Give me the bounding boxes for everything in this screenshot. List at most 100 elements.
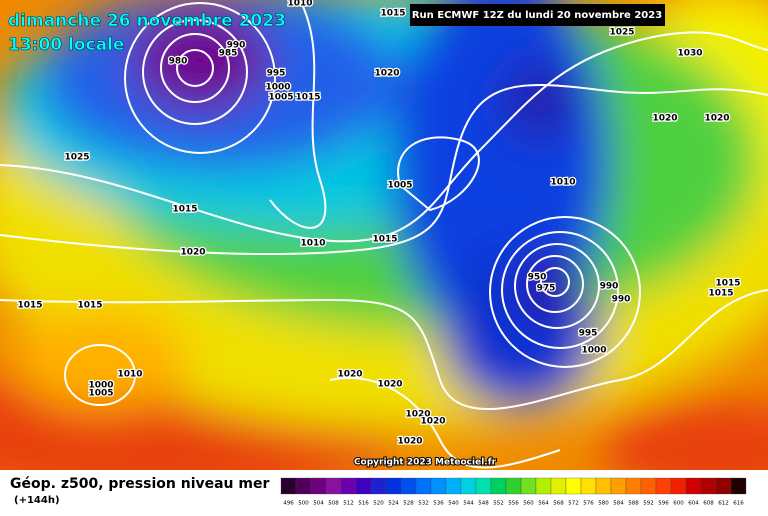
legend-swatch (355, 477, 372, 495)
legend-swatch (475, 477, 492, 495)
legend-label: 548 (478, 501, 489, 507)
legend-swatch (385, 477, 402, 495)
isobar-label: 1020 (374, 69, 399, 79)
isobar-label: 1005 (387, 181, 412, 191)
isobar-label: 995 (267, 69, 286, 79)
legend-label: 604 (688, 501, 699, 507)
legend-swatch (655, 477, 672, 495)
legend-swatch (490, 477, 507, 495)
legend-label: 540 (448, 501, 459, 507)
isobars (0, 0, 768, 469)
legend-label: 512 (343, 501, 354, 507)
isobar-label: 1020 (704, 114, 729, 124)
isobar-label: 990 (612, 295, 631, 305)
legend-label: 584 (613, 501, 624, 507)
isobar-label: 1015 (77, 301, 102, 311)
legend-label: 520 (373, 501, 384, 507)
isobar-label: 1025 (64, 153, 89, 163)
isobar-label: 1020 (377, 380, 402, 390)
legend-label: 612 (718, 501, 729, 507)
isobar-label: 1020 (405, 410, 430, 420)
isobar-label: 1010 (550, 178, 575, 188)
legend-swatch (505, 477, 522, 495)
isobar-label: 1020 (397, 437, 422, 447)
legend-swatch (595, 477, 612, 495)
legend-swatch (520, 477, 537, 495)
isobar-label: 1000 (581, 346, 606, 356)
isobar-label: 1015 (715, 279, 740, 289)
legend-swatch (730, 477, 747, 495)
legend-label: 588 (628, 501, 639, 507)
legend-swatch (325, 477, 342, 495)
isobar-label: 985 (219, 49, 238, 59)
isobar-label: 990 (600, 282, 619, 292)
legend-swatch (445, 477, 462, 495)
legend-label: 560 (523, 501, 534, 507)
isobar-label: 1025 (609, 28, 634, 38)
legend-swatch (295, 477, 312, 495)
legend-label: 608 (703, 501, 714, 507)
footer-lead: (+144h) (14, 495, 60, 506)
legend-swatch (310, 477, 327, 495)
legend-swatch (340, 477, 357, 495)
map-time: 13:00 locale (8, 35, 124, 55)
run-banner (410, 4, 665, 26)
legend-label: 524 (388, 501, 399, 507)
color-legend: 496 500 504 508 512 516 520 524 528 532 536 540 544 5… (280, 477, 747, 507)
legend-label: 600 (673, 501, 684, 507)
legend-swatch (550, 477, 567, 495)
legend-swatch (535, 477, 552, 495)
legend-label: 596 (658, 501, 669, 507)
copyright: Copyright 2023 Meteociel.fr (354, 458, 497, 468)
legend-label: 536 (433, 501, 444, 507)
legend-swatch (625, 477, 642, 495)
legend-label: 592 (643, 501, 654, 507)
legend-swatch (565, 477, 582, 495)
legend-swatch (640, 477, 657, 495)
legend-swatch (460, 477, 477, 495)
legend-label: 496 (283, 501, 294, 507)
isobar-label: 1005 (88, 389, 113, 399)
legend-label: 564 (538, 501, 549, 507)
legend-label: 544 (463, 501, 474, 507)
legend-label: 552 (493, 501, 504, 507)
legend-label: 572 (568, 501, 579, 507)
isobar-label: 975 (537, 284, 556, 294)
legend-swatch (370, 477, 387, 495)
legend-label: 532 (418, 501, 429, 507)
isobar-label: 1010 (300, 239, 325, 249)
isobar-label: 1015 (380, 9, 405, 19)
legend-label: 516 (358, 501, 369, 507)
legend-swatch (280, 477, 297, 495)
isobar-label: 1005 (268, 93, 293, 103)
map-date: dimanche 26 novembre 2023 (8, 11, 286, 31)
legend-swatch (415, 477, 432, 495)
isobar-label: 1000 (88, 381, 113, 391)
isobar-label: 1020 (420, 417, 445, 427)
legend-label: 504 (313, 501, 324, 507)
legend-label: 528 (403, 501, 414, 507)
legend-swatch (430, 477, 447, 495)
isobar-label: 1015 (17, 301, 42, 311)
legend-label: 616 (733, 501, 744, 507)
legend-label: 568 (553, 501, 564, 507)
isobar-label: 1015 (295, 93, 320, 103)
isobar-label: 980 (169, 57, 188, 67)
legend-label: 500 (298, 501, 309, 507)
legend-label: 576 (583, 501, 594, 507)
legend-label: 508 (328, 501, 339, 507)
isobar-label: 1015 (372, 235, 397, 245)
legend-label: 556 (508, 501, 519, 507)
isobar-label: 1030 (677, 49, 702, 59)
legend-swatch (580, 477, 597, 495)
isobar-label: 1010 (287, 0, 312, 9)
isobar-label: 1010 (117, 370, 142, 380)
legend-label: 580 (598, 501, 609, 507)
run-label: Run ECMWF 12Z du lundi 20 novembre 2023 (412, 10, 662, 21)
isobar-label: 1015 (708, 289, 733, 299)
isobar-label: 1020 (180, 248, 205, 258)
isobar-label: 990 (227, 41, 246, 51)
isobar-label: 995 (579, 329, 598, 339)
